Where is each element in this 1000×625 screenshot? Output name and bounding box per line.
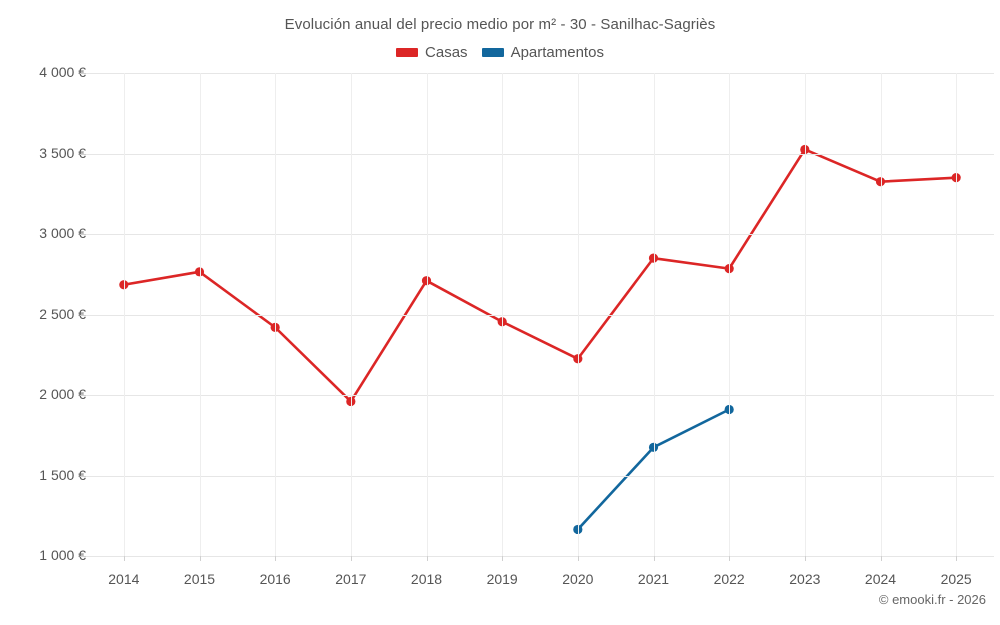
y-axis-tick-label: 4 000 € bbox=[39, 64, 86, 80]
x-axis-tick-label: 2024 bbox=[864, 571, 897, 587]
y-axis-tick-mark bbox=[80, 395, 86, 396]
x-axis-tick-label: 2023 bbox=[789, 571, 821, 587]
y-axis-tick-label: 3 500 € bbox=[39, 144, 86, 161]
x-axis-tick-label: 2014 bbox=[108, 571, 140, 587]
x-axis-tick-mark bbox=[880, 556, 882, 561]
x-axis-tick-mark bbox=[275, 556, 277, 561]
chart-legend: Casas Apartamentos bbox=[0, 44, 1000, 61]
copyright-credit: © emooki.fr - 2026 bbox=[878, 592, 986, 607]
gridline-vertical bbox=[199, 73, 201, 556]
gridline-vertical bbox=[653, 73, 655, 556]
gridline-horizontal bbox=[86, 153, 994, 155]
y-axis-tick-label: 1 000 € bbox=[39, 547, 86, 563]
x-axis-tick-mark bbox=[426, 556, 428, 561]
y-axis-tick-label: 1 500 € bbox=[39, 466, 86, 483]
y-axis-tick-mark bbox=[80, 556, 86, 557]
x-axis-tick-mark bbox=[577, 556, 579, 561]
gridline-vertical bbox=[956, 73, 958, 556]
gridline-horizontal bbox=[86, 556, 994, 557]
y-axis-tick-label: 2 000 € bbox=[39, 386, 86, 402]
x-axis-tick-label: 2025 bbox=[940, 571, 972, 587]
x-axis-tick-mark bbox=[729, 556, 731, 561]
gridline-vertical bbox=[804, 73, 806, 556]
x-axis-tick-mark bbox=[123, 556, 125, 561]
x-axis-tick-mark bbox=[199, 556, 201, 561]
y-axis-tick-label: 2 500 € bbox=[39, 305, 86, 322]
x-axis-tick-mark bbox=[804, 556, 806, 561]
gridline-horizontal bbox=[86, 395, 994, 396]
x-axis-tick-label: 2017 bbox=[335, 571, 367, 587]
legend-swatch-casas bbox=[396, 48, 419, 57]
gridline-horizontal bbox=[86, 73, 994, 74]
legend-label-casas: Casas bbox=[425, 44, 468, 61]
y-axis-tick-mark bbox=[80, 475, 86, 477]
legend-label-apartamentos: Apartamentos bbox=[510, 44, 604, 61]
x-axis-tick-label: 2022 bbox=[713, 571, 745, 587]
y-axis-tick-mark bbox=[80, 73, 86, 74]
x-axis-tick-label: 2015 bbox=[183, 571, 216, 587]
gridline-vertical bbox=[350, 73, 352, 556]
series-line-casas bbox=[122, 148, 958, 403]
x-axis-tick-mark bbox=[956, 556, 958, 561]
legend-swatch-apartamentos bbox=[481, 48, 504, 57]
x-axis-tick-mark bbox=[350, 556, 352, 561]
gridline-vertical bbox=[729, 73, 731, 556]
x-axis-tick-label: 2016 bbox=[259, 571, 291, 587]
legend-item-apartamentos[interactable]: Apartamentos bbox=[481, 44, 604, 61]
legend-item-casas[interactable]: Casas bbox=[396, 44, 468, 61]
x-axis-tick-mark bbox=[653, 556, 655, 561]
gridline-horizontal bbox=[86, 314, 994, 316]
x-axis-tick-mark bbox=[502, 556, 504, 561]
gridline-horizontal bbox=[86, 234, 994, 235]
x-axis-tick-label: 2018 bbox=[410, 571, 443, 587]
y-axis-tick-mark bbox=[80, 234, 86, 235]
gridline-vertical bbox=[275, 73, 277, 556]
y-axis-tick-label: 3 000 € bbox=[39, 225, 86, 241]
gridline-vertical bbox=[502, 73, 504, 556]
x-axis-tick-label: 2021 bbox=[637, 571, 670, 587]
y-axis: 4 000 € 3 500 € 3 000 € 2 500 € 2 000 € 1 500… bbox=[0, 64, 86, 563]
gridline-horizontal bbox=[86, 475, 994, 477]
gridline-vertical bbox=[577, 73, 579, 556]
x-axis-tick-label: 2019 bbox=[486, 571, 518, 587]
y-axis-tick-mark bbox=[80, 153, 86, 155]
chart-title: Evolución anual del precio medio por m² … bbox=[284, 16, 716, 33]
x-axis-tick-label: 2020 bbox=[562, 571, 594, 587]
plot-area: 2014 2015 2016 2017 2018 2019 2020 2021 2022 2023… bbox=[86, 73, 994, 587]
gridline-vertical bbox=[123, 73, 125, 556]
y-axis-tick-mark bbox=[80, 314, 86, 316]
gridline-vertical bbox=[880, 73, 882, 556]
gridline-vertical bbox=[426, 73, 428, 556]
